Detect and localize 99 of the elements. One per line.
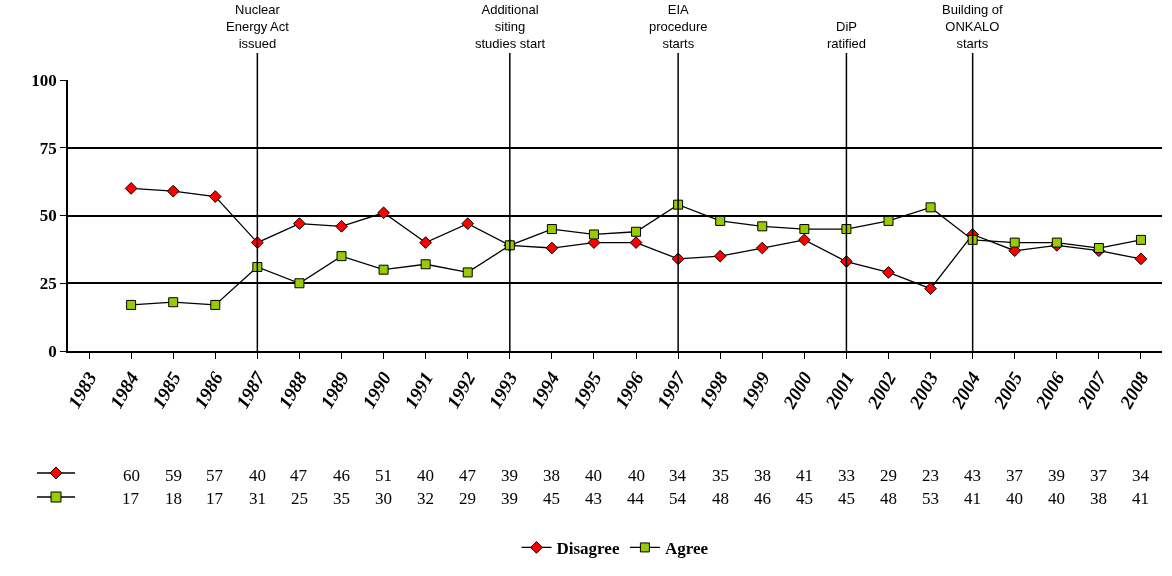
point xyxy=(1135,234,1146,245)
point xyxy=(755,241,769,255)
data-label: 32 xyxy=(417,489,434,508)
point xyxy=(631,226,642,237)
data-label: 34 xyxy=(1132,466,1150,485)
data-label: 23 xyxy=(922,466,939,485)
data-label: 38 xyxy=(543,466,560,485)
point xyxy=(882,266,895,279)
y-tick-label: 50 xyxy=(39,206,57,226)
data-label: 40 xyxy=(249,466,266,485)
data-label: 25 xyxy=(291,489,308,508)
data-label: 34 xyxy=(669,466,687,485)
data-label: 43 xyxy=(585,489,602,508)
ref-line-label: EIA procedure starts xyxy=(649,2,708,51)
data-label: 45 xyxy=(796,489,813,508)
point xyxy=(883,215,894,226)
point xyxy=(629,236,643,249)
data-label: 43 xyxy=(964,466,981,485)
data-label: 39 xyxy=(501,489,518,508)
ref-line-label: Nuclear Energy Act issued xyxy=(226,2,290,51)
data-label: 46 xyxy=(333,466,350,485)
point xyxy=(545,241,559,255)
point xyxy=(799,224,810,235)
data-label: 41 xyxy=(1132,489,1149,508)
data-label: 40 xyxy=(417,466,434,485)
point xyxy=(126,299,137,310)
point xyxy=(1051,237,1062,248)
point xyxy=(419,236,432,249)
data-label: 53 xyxy=(922,489,939,508)
ref-line-label: Building of ONKALO starts xyxy=(942,2,1004,51)
data-label: 29 xyxy=(459,489,476,508)
data-label: 38 xyxy=(1090,489,1107,508)
data-label: 47 xyxy=(459,466,477,485)
data-label: 40 xyxy=(628,466,645,485)
data-label: 37 xyxy=(1006,466,1024,485)
data-label: 40 xyxy=(1006,489,1023,508)
data-label: 30 xyxy=(375,489,392,508)
point xyxy=(1134,252,1148,266)
data-label: 18 xyxy=(165,489,182,508)
data-label: 39 xyxy=(501,466,518,485)
legend-label: Agree xyxy=(664,539,709,559)
data-label: 35 xyxy=(712,466,729,485)
y-tick-label: 100 xyxy=(31,70,57,90)
point xyxy=(713,249,727,263)
data-label: 54 xyxy=(669,489,687,508)
data-label: 37 xyxy=(1090,466,1108,485)
point xyxy=(1093,243,1104,254)
y-tick-label: 25 xyxy=(39,274,57,294)
ref-line-label: Additional siting studies start xyxy=(475,2,546,51)
point xyxy=(924,282,937,296)
data-label: 47 xyxy=(290,466,308,485)
point xyxy=(925,202,936,213)
point xyxy=(294,278,305,289)
data-label: 59 xyxy=(165,466,182,485)
point xyxy=(335,219,348,233)
data-label: 51 xyxy=(375,466,392,485)
legend-label: Disagree xyxy=(556,539,620,559)
point xyxy=(293,217,306,230)
point xyxy=(461,217,475,230)
data-label: 48 xyxy=(880,489,897,508)
data-label: 35 xyxy=(333,489,350,508)
point xyxy=(210,299,221,310)
point xyxy=(378,264,389,275)
point xyxy=(124,182,138,195)
point xyxy=(798,233,811,247)
data-label: 17 xyxy=(122,489,140,508)
point xyxy=(588,229,599,240)
data-label: 41 xyxy=(964,489,981,508)
point xyxy=(336,251,347,262)
data-label: 29 xyxy=(880,466,897,485)
data-label: 17 xyxy=(206,489,224,508)
point xyxy=(1009,237,1020,248)
data-label: 40 xyxy=(585,466,602,485)
data-label: 45 xyxy=(543,489,560,508)
point xyxy=(420,259,431,270)
data-label: 45 xyxy=(838,489,855,508)
data-label: 41 xyxy=(796,466,813,485)
point xyxy=(757,221,768,232)
point xyxy=(715,215,726,226)
data-label: 48 xyxy=(712,489,729,508)
point xyxy=(168,297,179,308)
data-label: 38 xyxy=(754,466,771,485)
data-label: 33 xyxy=(838,466,855,485)
data-label: 57 xyxy=(206,466,224,485)
point xyxy=(377,206,390,220)
data-label: 39 xyxy=(1048,466,1065,485)
data-label: 44 xyxy=(627,489,645,508)
data-label: 40 xyxy=(1048,489,1065,508)
data-label: 46 xyxy=(754,489,771,508)
data-label: 60 xyxy=(123,466,140,485)
point xyxy=(166,184,180,198)
ref-line-label: DiP ratified xyxy=(827,19,867,51)
y-tick-label: 0 xyxy=(48,341,57,361)
point xyxy=(208,190,222,203)
data-label: 31 xyxy=(249,489,266,508)
point xyxy=(252,261,263,272)
y-tick-label: 75 xyxy=(39,138,57,158)
point xyxy=(462,267,473,278)
point xyxy=(546,224,557,235)
